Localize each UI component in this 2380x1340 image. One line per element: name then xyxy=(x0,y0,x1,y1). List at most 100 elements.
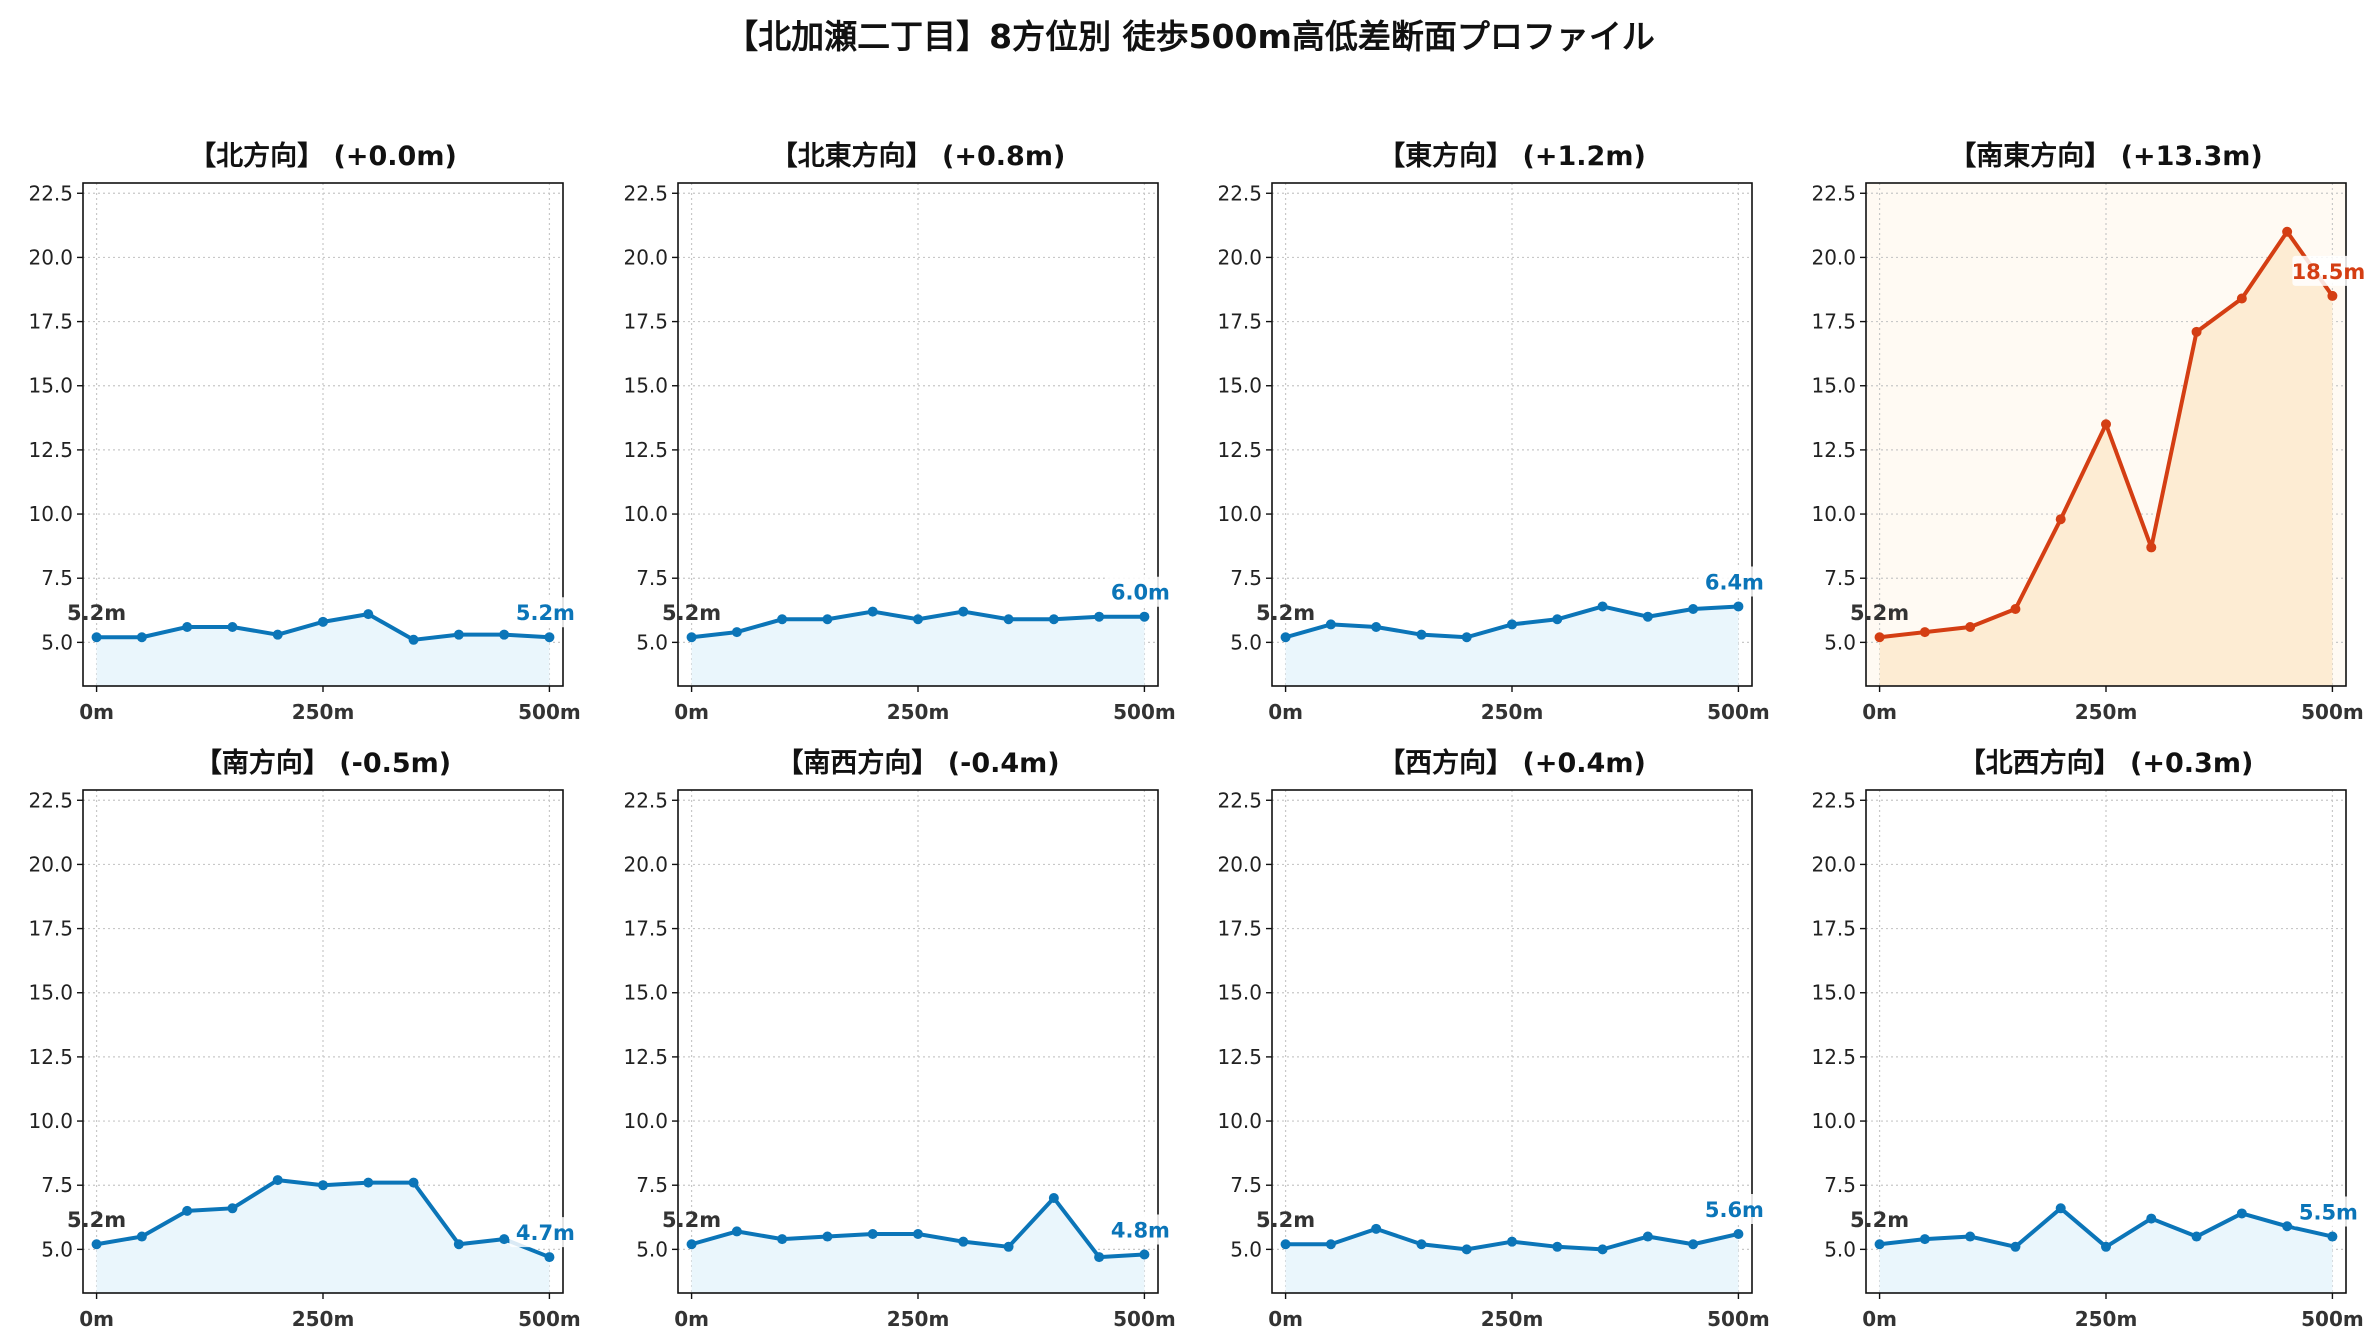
end-elevation-label: 6.4m xyxy=(1705,570,1764,594)
data-point xyxy=(1003,1241,1014,1252)
end-label-background xyxy=(2292,1196,2365,1227)
y-tick-label: 17.5 xyxy=(1217,917,1262,941)
y-tick-label: 10.0 xyxy=(1217,1109,1262,1133)
data-point xyxy=(2327,290,2338,301)
start-elevation-label: 5.2m xyxy=(67,1208,126,1232)
data-point xyxy=(2282,226,2293,237)
data-point xyxy=(1048,614,1059,625)
data-point xyxy=(1965,621,1976,632)
data-point xyxy=(1094,611,1105,622)
panel-title: 【西方向】 (+0.4m) xyxy=(1378,747,1646,779)
start-elevation-label: 5.2m xyxy=(1850,1208,1909,1232)
x-tick-label: 250m xyxy=(887,1307,950,1331)
elevation-area xyxy=(96,1180,550,1293)
y-tick-label: 17.5 xyxy=(623,310,668,334)
data-point xyxy=(1416,1239,1427,1250)
data-point xyxy=(913,614,923,625)
y-tick-label: 7.5 xyxy=(636,566,668,590)
x-tick-label: 250m xyxy=(2075,1307,2138,1331)
data-point xyxy=(272,1175,283,1186)
x-tick-label: 0m xyxy=(79,700,114,724)
end-elevation-label: 4.8m xyxy=(1111,1219,1170,1243)
profile-panel: 5.0 7.5 10.0 12.5 15.0 17.5 20.0 22.5 0m 250m 500m… xyxy=(1217,140,1771,724)
y-tick-label: 5.0 xyxy=(1824,630,1856,654)
start-elevation-label: 5.2m xyxy=(1256,601,1315,625)
y-tick-label: 12.5 xyxy=(1217,438,1262,462)
data-point xyxy=(318,1180,328,1191)
data-point xyxy=(453,629,464,640)
data-point xyxy=(363,1177,374,1188)
data-point xyxy=(731,1226,742,1237)
y-tick-label: 15.0 xyxy=(623,981,668,1005)
x-tick-label: 250m xyxy=(1481,700,1544,724)
data-point xyxy=(2191,1231,2202,1242)
data-point xyxy=(1325,1239,1336,1250)
start-elevation-label: 5.2m xyxy=(1850,601,1909,625)
x-tick-label: 500m xyxy=(2301,1307,2364,1331)
elevation-area xyxy=(691,611,1145,686)
y-tick-label: 17.5 xyxy=(1217,310,1262,334)
start-elevation-label: 5.2m xyxy=(67,601,126,625)
data-point xyxy=(453,1239,464,1250)
profile-panel: 5.0 7.5 10.0 12.5 15.0 17.5 20.0 22.5 0m 250m 500m… xyxy=(1811,747,2365,1331)
y-tick-label: 12.5 xyxy=(623,438,668,462)
data-point xyxy=(686,632,697,643)
data-point xyxy=(318,616,328,627)
x-tick-label: 0m xyxy=(1268,700,1303,724)
elevation-area xyxy=(96,614,550,686)
x-tick-label: 500m xyxy=(518,700,581,724)
data-point xyxy=(867,1228,878,1239)
x-tick-label: 250m xyxy=(292,700,355,724)
data-point xyxy=(822,614,833,625)
profile-panel: 5.0 7.5 10.0 12.5 15.0 17.5 20.0 22.5 0m 250m 500m… xyxy=(623,747,1177,1331)
y-tick-label: 7.5 xyxy=(1230,1173,1262,1197)
y-tick-label: 22.5 xyxy=(1811,788,1856,812)
data-point xyxy=(958,606,969,617)
y-tick-label: 15.0 xyxy=(1811,374,1856,398)
end-elevation-label: 18.5m xyxy=(2292,260,2366,284)
data-point xyxy=(777,614,788,625)
data-point xyxy=(822,1231,833,1242)
x-tick-label: 250m xyxy=(292,1307,355,1331)
data-point xyxy=(1280,1239,1291,1250)
data-point xyxy=(913,1228,923,1239)
x-tick-label: 0m xyxy=(1862,700,1897,724)
data-point xyxy=(182,1205,193,1216)
y-tick-label: 12.5 xyxy=(1811,1045,1856,1069)
y-tick-label: 20.0 xyxy=(623,245,668,269)
data-point xyxy=(363,609,374,620)
data-point xyxy=(91,1239,102,1250)
y-tick-label: 22.5 xyxy=(28,181,73,205)
end-elevation-label: 5.6m xyxy=(1705,1198,1764,1222)
elevation-area xyxy=(1285,606,1739,686)
y-tick-label: 7.5 xyxy=(1824,566,1856,590)
end-label-background xyxy=(509,1217,582,1248)
start-elevation-label: 5.2m xyxy=(662,601,721,625)
data-point xyxy=(2146,542,2157,553)
y-tick-label: 15.0 xyxy=(623,374,668,398)
x-tick-label: 500m xyxy=(1707,700,1770,724)
profile-panel: 5.0 7.5 10.0 12.5 15.0 17.5 20.0 22.5 0m 250m 500m… xyxy=(28,747,582,1331)
y-tick-label: 20.0 xyxy=(1217,245,1262,269)
y-tick-label: 15.0 xyxy=(28,981,73,1005)
data-point xyxy=(1552,1241,1563,1252)
data-point xyxy=(2191,326,2202,337)
x-tick-label: 500m xyxy=(1113,700,1176,724)
data-point xyxy=(499,629,510,640)
y-tick-label: 7.5 xyxy=(1230,566,1262,590)
y-tick-label: 17.5 xyxy=(1811,310,1856,334)
data-point xyxy=(2010,1241,2021,1252)
panel-title: 【北方向】 (+0.0m) xyxy=(189,140,457,172)
panel-title: 【南東方向】 (+13.3m) xyxy=(1949,140,2262,172)
x-tick-label: 0m xyxy=(1862,1307,1897,1331)
panel-title: 【東方向】 (+1.2m) xyxy=(1378,140,1646,172)
data-point xyxy=(1965,1231,1976,1242)
data-point xyxy=(1280,632,1291,643)
y-tick-label: 20.0 xyxy=(1811,245,1856,269)
x-tick-label: 500m xyxy=(1113,1307,1176,1331)
data-point xyxy=(1139,611,1150,622)
data-point xyxy=(2282,1221,2293,1232)
data-point xyxy=(1874,1239,1885,1250)
data-point xyxy=(2055,1203,2066,1214)
data-point xyxy=(1371,1223,1382,1234)
